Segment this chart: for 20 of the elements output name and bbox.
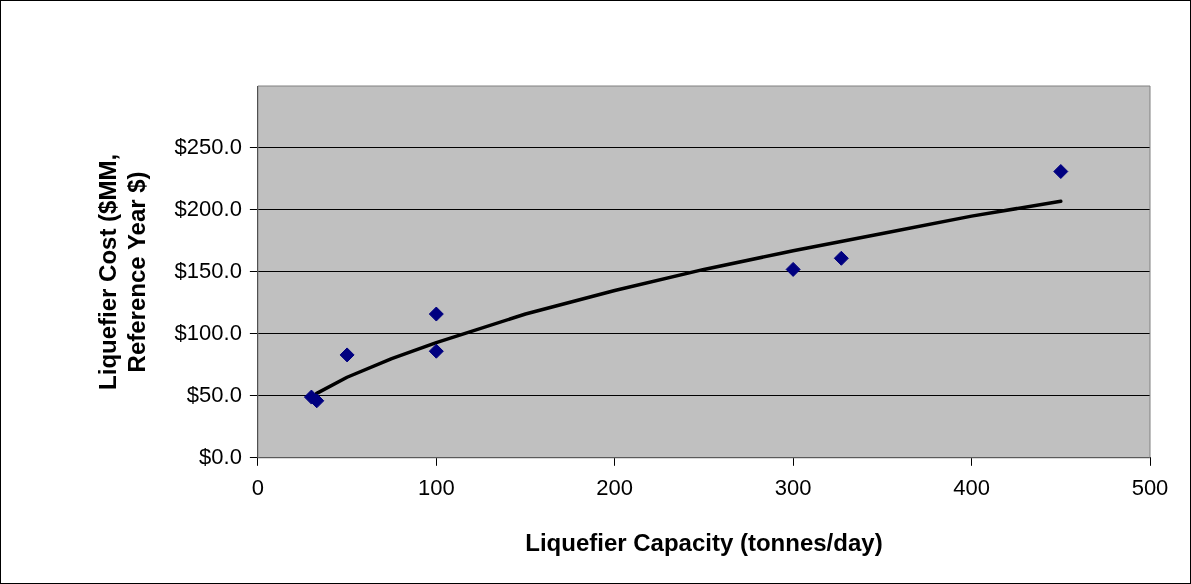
- point: [428, 343, 444, 359]
- point: [1053, 164, 1069, 180]
- x-tick-label: 0: [251, 475, 265, 501]
- y-tick-label: $200.0: [174, 196, 242, 221]
- point: [428, 306, 444, 322]
- x-tick-label: 500: [1131, 475, 1169, 501]
- y-tick-label: $0.0: [199, 443, 242, 469]
- y-tick-label: $100.0: [174, 319, 242, 345]
- y-tick-label: $150.0: [174, 257, 242, 283]
- x-tick-label: 100: [417, 475, 455, 501]
- y-tick-label: $50.0: [186, 381, 242, 407]
- x-tick-label: 400: [953, 475, 990, 501]
- x-tick-label: 300: [774, 475, 812, 501]
- x-axis-title: Liquefier Capacity (tonnes/day): [525, 529, 883, 557]
- x-tick-label: 200: [596, 475, 634, 501]
- point: [785, 261, 801, 277]
- point: [833, 250, 849, 266]
- point: [339, 347, 355, 363]
- y-axis-title: Liquefier Cost ($MM, Reference Year $): [94, 153, 150, 390]
- y-tick-label: $250.0: [174, 134, 242, 160]
